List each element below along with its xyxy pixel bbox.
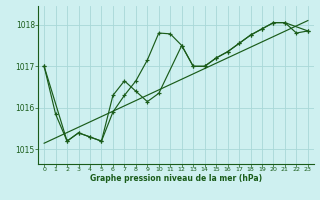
X-axis label: Graphe pression niveau de la mer (hPa): Graphe pression niveau de la mer (hPa)	[90, 174, 262, 183]
